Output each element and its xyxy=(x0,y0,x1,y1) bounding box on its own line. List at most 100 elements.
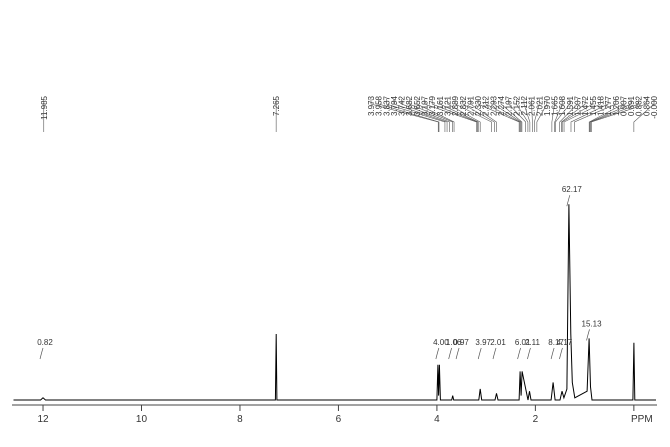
peak-connector xyxy=(500,99,523,132)
peak-label: 1.277 xyxy=(604,95,613,116)
peak-label: 0.882 xyxy=(635,95,644,116)
peak-connector xyxy=(401,99,450,132)
peak-label: 1.418 xyxy=(596,95,605,116)
peak-connector xyxy=(408,99,453,132)
peak-connector xyxy=(516,99,529,132)
peak-connector xyxy=(493,99,522,132)
x-tick-label: 6 xyxy=(336,414,342,425)
integral-label: 1.06 xyxy=(446,338,462,347)
peak-label: 2.791 xyxy=(466,95,475,116)
peak-connector xyxy=(561,99,586,132)
x-tick-label: 12 xyxy=(37,414,49,425)
peak-connector xyxy=(534,99,540,132)
integral-label: 4.00 xyxy=(433,338,449,347)
peak-connector xyxy=(378,99,440,132)
peak-label: 2.312 xyxy=(482,95,491,116)
integral-label: 6.01 xyxy=(515,338,531,347)
x-tick-label: 8 xyxy=(237,414,243,425)
integral-label: 2.01 xyxy=(490,338,506,347)
peak-label: 2.274 xyxy=(497,95,506,116)
peak-label: 2.889 xyxy=(451,95,460,116)
peak-label: 3.958 xyxy=(375,95,384,116)
peak-connector xyxy=(563,99,601,132)
peak-label: 3.161 xyxy=(436,95,445,116)
peak-connector xyxy=(508,99,526,132)
peak-connector xyxy=(393,99,448,132)
peak-connector xyxy=(416,99,455,132)
peak-connector xyxy=(589,99,632,132)
x-tick-label: 4 xyxy=(434,414,440,425)
peak-connector xyxy=(561,99,594,132)
peak-label: 2.021 xyxy=(535,95,544,116)
x-tick-label: 2 xyxy=(533,414,539,425)
peak-connector xyxy=(590,99,640,132)
peak-label: 0.907 xyxy=(619,95,628,116)
peak-connector xyxy=(462,99,495,132)
integral-curve xyxy=(435,347,440,360)
peak-connector xyxy=(485,99,521,132)
integral-label: 8.17 xyxy=(548,338,564,347)
peak-label: 3.197 xyxy=(421,95,430,116)
integral-label: 62.17 xyxy=(562,185,583,194)
integral-label: 4.17 xyxy=(557,338,573,347)
peak-connector xyxy=(523,99,531,132)
integral-label: 0.97 xyxy=(453,338,469,347)
x-tick-label: 10 xyxy=(136,414,148,425)
integral-label: 0.82 xyxy=(37,338,53,347)
peak-label: 11.985 xyxy=(40,95,49,119)
peak-label: 3.742 xyxy=(398,95,407,116)
peak-label: 3.837 xyxy=(382,95,391,116)
peak-connector xyxy=(536,99,548,132)
integral-curve xyxy=(492,347,497,360)
integral-curve xyxy=(477,347,482,360)
integral-label: 2.11 xyxy=(525,338,541,347)
integral-curve xyxy=(39,347,44,360)
peak-label: 3.121 xyxy=(443,95,452,116)
peak-connector xyxy=(531,99,533,132)
peak-label: 1.455 xyxy=(589,95,598,116)
peak-label: 1.206 xyxy=(612,95,621,116)
integral-label: 3.97 xyxy=(475,338,491,347)
integral-curve xyxy=(455,347,460,360)
integral-label: 15.13 xyxy=(582,319,603,328)
peak-label: 3.682 xyxy=(405,95,414,116)
peak-label: 2.330 xyxy=(474,95,483,116)
peak-label: 1.665 xyxy=(551,95,560,116)
integral-curve xyxy=(566,195,571,207)
peak-label: 2.197 xyxy=(505,95,514,116)
peak-connector xyxy=(370,99,439,132)
integral-curve xyxy=(448,347,453,360)
peak-label: 0.891 xyxy=(627,95,636,116)
peak-label: 7.265 xyxy=(272,95,281,116)
integral-curve xyxy=(517,347,521,360)
integral-curve xyxy=(559,347,563,360)
peak-label: 2.832 xyxy=(459,95,468,116)
peak-connector xyxy=(559,99,578,132)
peak-connector xyxy=(551,99,555,132)
peak-connector xyxy=(633,99,655,132)
peak-connector xyxy=(588,99,624,132)
peak-label: 2.061 xyxy=(528,95,537,116)
peak-label: 1.472 xyxy=(581,95,590,116)
peak-label: 0.864 xyxy=(642,95,651,116)
peak-connector xyxy=(470,99,497,132)
peak-label: 2.293 xyxy=(489,95,498,116)
peak-connector xyxy=(447,99,481,132)
peak-connector xyxy=(574,99,617,132)
peak-connector xyxy=(431,99,478,132)
peak-connector xyxy=(454,99,492,132)
peak-connector xyxy=(385,99,446,132)
peak-label: 1.507 xyxy=(574,95,583,116)
peak-label: 3.973 xyxy=(367,95,376,116)
spectrum-line xyxy=(13,204,656,401)
peak-label: 1.591 xyxy=(566,95,575,116)
peak-label: 3.179 xyxy=(428,95,437,116)
peak-label: 1.970 xyxy=(543,95,552,116)
integral-curve xyxy=(586,329,590,341)
x-tick-label: PPM xyxy=(631,414,653,425)
peak-connector xyxy=(570,99,609,132)
peak-label: 2.152 xyxy=(512,95,521,116)
peak-connector xyxy=(554,99,563,132)
peak-connector xyxy=(477,99,520,132)
peak-connector xyxy=(424,99,477,132)
